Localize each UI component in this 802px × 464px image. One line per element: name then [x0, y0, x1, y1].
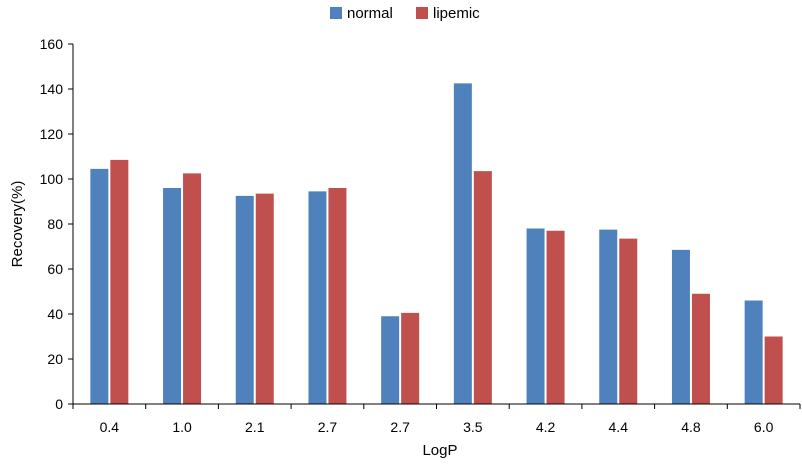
bar-normal-10 [744, 300, 763, 404]
bar-normal-9 [671, 249, 690, 404]
x-axis-title: LogP [422, 442, 457, 459]
x-tick-label: 3.5 [463, 419, 483, 435]
bar-lipemic-6 [473, 171, 492, 404]
bar-lipemic-7 [546, 230, 565, 404]
bar-normal-1 [90, 168, 109, 404]
x-tick-label: 4.8 [681, 419, 701, 435]
bar-lipemic-10 [764, 336, 783, 404]
bar-normal-7 [526, 228, 545, 404]
legend-label-lipemic: lipemic [433, 5, 480, 22]
bar-lipemic-5 [401, 312, 420, 404]
bar-normal-4 [308, 191, 327, 404]
bar-lipemic-4 [328, 188, 347, 404]
y-tick-label: 100 [40, 171, 64, 187]
bar-normal-8 [599, 229, 618, 404]
legend-swatch-normal [330, 7, 342, 19]
bar-lipemic-8 [619, 238, 638, 404]
legend: normal lipemic [330, 5, 480, 22]
y-tick-label: 40 [47, 306, 63, 322]
x-axis: 0.4 1.0 2.1 2.7 2.7 3.5 4.2 4.4 4.8 6.0 [72, 403, 801, 435]
bar-lipemic-9 [691, 293, 710, 404]
bar-normal-6 [453, 83, 472, 404]
bar-normal-5 [381, 316, 400, 404]
bar-lipemic-1 [110, 159, 129, 404]
x-tick-label: 4.2 [536, 419, 556, 435]
x-tick-label: 6.0 [754, 419, 774, 435]
y-tick-label: 80 [47, 216, 63, 232]
y-tick-label: 160 [40, 36, 64, 52]
x-tick-label: 2.7 [390, 419, 410, 435]
y-axis-title: Recovery(%) [9, 181, 26, 268]
bar-normal-3 [235, 195, 254, 404]
y-tick-label: 140 [40, 81, 64, 97]
x-tick-label: 0.4 [100, 419, 120, 435]
bar-lipemic-2 [183, 173, 202, 404]
y-tick-label: 0 [55, 396, 63, 412]
y-tick-label: 20 [47, 351, 63, 367]
x-tick-label: 1.0 [172, 419, 192, 435]
bar-normal-2 [163, 188, 182, 404]
legend-label-normal: normal [347, 5, 393, 22]
x-tick-label: 4.4 [609, 419, 629, 435]
x-tick-label: 2.1 [245, 419, 265, 435]
bars [90, 83, 783, 404]
y-tick-label: 60 [47, 261, 63, 277]
legend-swatch-lipemic [416, 7, 428, 19]
bar-lipemic-3 [255, 193, 274, 404]
y-tick-label: 120 [40, 126, 64, 142]
y-axis: 0 20 40 60 80 100 120 140 160 [40, 36, 74, 412]
x-tick-label: 2.7 [318, 419, 338, 435]
